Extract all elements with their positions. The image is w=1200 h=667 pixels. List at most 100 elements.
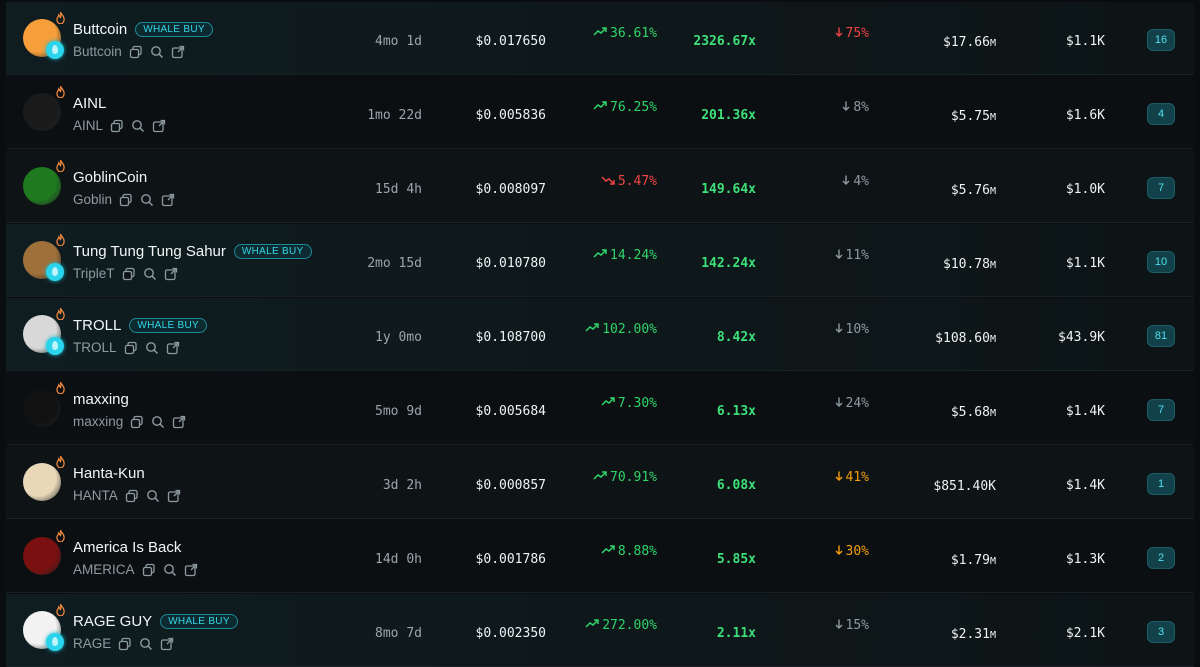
search-icon[interactable] [150, 45, 164, 59]
token-price: $0.108700 [475, 330, 546, 345]
token-age: 1mo 22d [367, 108, 422, 123]
token-row[interactable]: Buttcoin WHALE BUY Buttcoin 4mo 1d $0.017… [6, 2, 1194, 75]
search-icon[interactable] [131, 119, 145, 133]
search-icon[interactable] [163, 563, 177, 577]
ath-drop: 8% [842, 100, 869, 115]
count-badge[interactable]: 7 [1147, 177, 1175, 199]
token-avatar[interactable] [23, 537, 61, 575]
token-name-text[interactable]: GoblinCoin [73, 169, 148, 186]
token-name[interactable]: RAGE GUY WHALE BUY [73, 613, 238, 630]
count-badge[interactable]: 1 [1147, 473, 1175, 495]
market-cap: $10.78M [943, 257, 996, 272]
token-name-text[interactable]: Tung Tung Tung Sahur [73, 243, 226, 260]
copy-icon[interactable] [130, 415, 144, 429]
token-avatar[interactable] [23, 93, 61, 131]
external-link-icon[interactable] [166, 341, 180, 355]
multiplier: 6.13x [716, 404, 756, 419]
price-change: 8.88% [601, 544, 657, 559]
token-ticker-line: TripleT [73, 266, 178, 281]
search-icon[interactable] [145, 341, 159, 355]
token-price: $0.005836 [475, 108, 546, 123]
copy-icon[interactable] [119, 193, 133, 207]
token-price: $0.017650 [475, 34, 546, 49]
token-row[interactable]: TROLL WHALE BUY TROLL 1y 0mo $0.108700 10… [6, 298, 1194, 371]
copy-icon[interactable] [142, 563, 156, 577]
token-name-text[interactable]: maxxing [73, 391, 129, 408]
token-row[interactable]: AINL AINL 1mo 22d $0.005836 76.25% 201.3… [6, 76, 1194, 149]
copy-icon[interactable] [125, 489, 139, 503]
token-row[interactable]: Hanta-Kun HANTA 3d 2h $0.000857 70.91% 6… [6, 446, 1194, 519]
external-link-icon[interactable] [152, 119, 166, 133]
copy-icon[interactable] [124, 341, 138, 355]
token-row[interactable]: America Is Back AMERICA 14d 0h $0.001786… [6, 520, 1194, 593]
external-link-icon[interactable] [172, 415, 186, 429]
token-row[interactable]: RAGE GUY WHALE BUY RAGE 8mo 7d $0.002350 … [6, 594, 1194, 667]
search-icon[interactable] [143, 267, 157, 281]
token-name-text[interactable]: RAGE GUY [73, 613, 153, 630]
ath-drop: 41% [835, 470, 869, 485]
token-name[interactable]: GoblinCoin [73, 169, 147, 186]
token-row[interactable]: GoblinCoin Goblin 15d 4h $0.008097 5.47%… [6, 150, 1194, 223]
down-arrow-icon [835, 26, 843, 41]
fire-icon [56, 604, 65, 616]
ath-drop: 24% [835, 396, 869, 411]
token-name[interactable]: Tung Tung Tung Sahur WHALE BUY [73, 243, 312, 260]
search-icon[interactable] [140, 193, 154, 207]
multiplier: 8.42x [716, 330, 756, 345]
count-badge[interactable]: 2 [1147, 547, 1175, 569]
ath-drop: 10% [835, 322, 869, 337]
token-ticker: AMERICA [73, 562, 135, 577]
liquidity: $43.9K [1058, 330, 1105, 345]
token-avatar[interactable] [23, 389, 61, 427]
external-link-icon[interactable] [167, 489, 181, 503]
token-name-text[interactable]: America Is Back [73, 539, 182, 556]
search-icon[interactable] [139, 637, 153, 651]
trend-up-icon [585, 618, 599, 633]
count-badge[interactable]: 10 [1147, 251, 1175, 273]
token-age: 14d 0h [375, 552, 422, 567]
copy-icon[interactable] [118, 637, 132, 651]
copy-icon[interactable] [110, 119, 124, 133]
external-link-icon[interactable] [160, 637, 174, 651]
external-link-icon[interactable] [171, 45, 185, 59]
fire-icon [56, 308, 65, 320]
external-link-icon[interactable] [161, 193, 175, 207]
copy-icon[interactable] [122, 267, 136, 281]
token-name[interactable]: Buttcoin WHALE BUY [73, 21, 213, 38]
token-name[interactable]: Hanta-Kun [73, 465, 145, 482]
token-price: $0.000857 [475, 478, 546, 493]
count-badge[interactable]: 81 [1147, 325, 1175, 347]
droplet-icon [46, 41, 64, 59]
token-price: $0.005684 [475, 404, 546, 419]
search-icon[interactable] [146, 489, 160, 503]
token-name-text[interactable]: Hanta-Kun [73, 465, 145, 482]
copy-icon[interactable] [129, 45, 143, 59]
token-name-text[interactable]: TROLL [73, 317, 122, 334]
token-name-text[interactable]: Buttcoin [73, 21, 128, 38]
token-name[interactable]: AINL [73, 95, 106, 112]
token-name[interactable]: maxxing [73, 391, 129, 408]
token-age: 1y 0mo [375, 330, 422, 345]
count-badge[interactable]: 4 [1147, 103, 1175, 125]
token-avatar[interactable] [23, 463, 61, 501]
token-price: $0.010780 [475, 256, 546, 271]
liquidity: $1.0K [1065, 182, 1105, 197]
droplet-icon [46, 633, 64, 651]
token-name[interactable]: America Is Back [73, 539, 181, 556]
whale-buy-badge: WHALE BUY [233, 244, 312, 259]
token-avatar[interactable] [23, 167, 61, 205]
external-link-icon[interactable] [184, 563, 198, 577]
token-name-text[interactable]: AINL [73, 95, 107, 112]
count-badge[interactable]: 16 [1147, 29, 1175, 51]
ath-drop: 75% [835, 26, 869, 41]
price-change: 70.91% [593, 470, 657, 485]
token-ticker-line: maxxing [73, 414, 186, 429]
count-badge[interactable]: 3 [1147, 621, 1175, 643]
token-name[interactable]: TROLL WHALE BUY [73, 317, 207, 334]
token-row[interactable]: Tung Tung Tung Sahur WHALE BUY TripleT 2m… [6, 224, 1194, 297]
down-arrow-icon [835, 322, 843, 337]
search-icon[interactable] [151, 415, 165, 429]
token-row[interactable]: maxxing maxxing 5mo 9d $0.005684 7.30% 6… [6, 372, 1194, 445]
count-badge[interactable]: 7 [1147, 399, 1175, 421]
external-link-icon[interactable] [164, 267, 178, 281]
